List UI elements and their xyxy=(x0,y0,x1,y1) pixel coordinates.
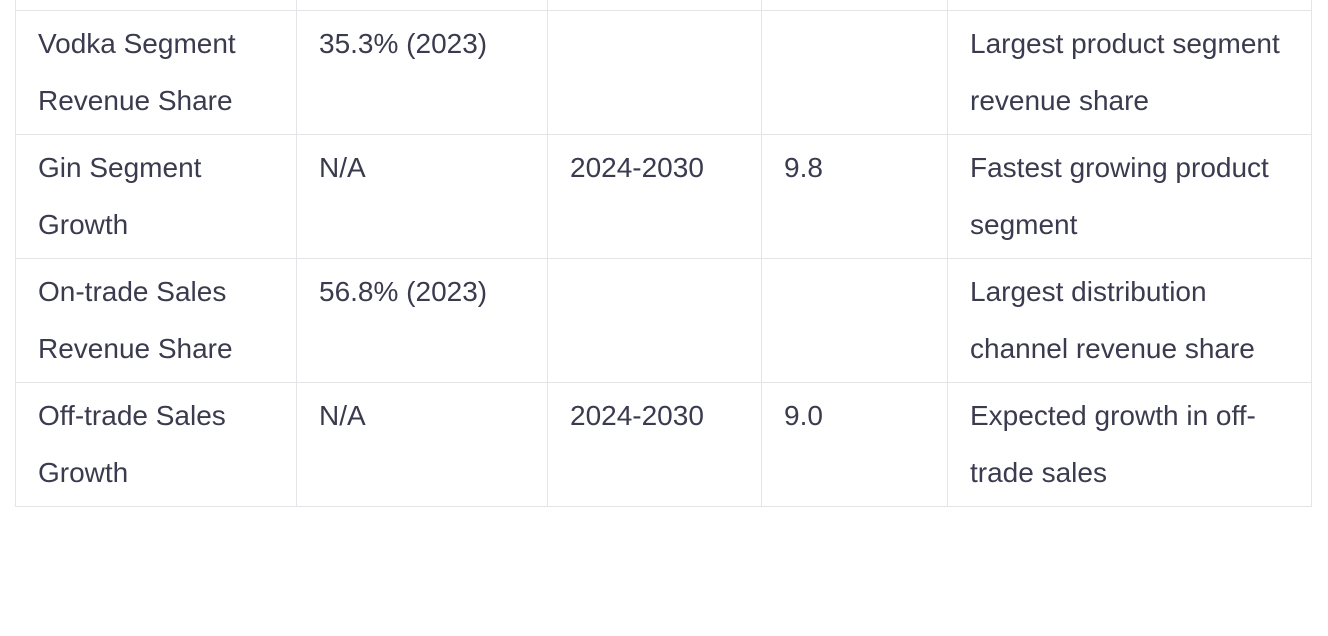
table-row xyxy=(15,0,1312,11)
table-cell: 35.3% (2023) xyxy=(296,10,548,135)
table-row: Vodka Segment Revenue Share 35.3% (2023) L… xyxy=(15,10,1312,135)
table-cell xyxy=(547,10,762,135)
table-cell xyxy=(761,10,948,135)
table-cell: 2024-2030 xyxy=(547,134,762,259)
data-table: Vodka Segment Revenue Share 35.3% (2023) L… xyxy=(15,0,1312,507)
table-cell: Gin Segment Growth xyxy=(15,134,297,259)
table-cell xyxy=(15,0,297,11)
table-cell xyxy=(296,0,548,11)
table-cell: On-trade Sales Revenue Share xyxy=(15,258,297,383)
table-cell: N/A xyxy=(296,134,548,259)
table-cell: 56.8% (2023) xyxy=(296,258,548,383)
table-cell: Off-trade Sales Growth xyxy=(15,382,297,507)
table-row: Off-trade Sales Growth N/A 2024-2030 9.0 Exp… xyxy=(15,382,1312,507)
table-cell: 2024-2030 xyxy=(547,382,762,507)
table-cell: Vodka Segment Revenue Share xyxy=(15,10,297,135)
table-cell xyxy=(761,0,948,11)
table-row: On-trade Sales Revenue Share 56.8% (2023)… xyxy=(15,258,1312,383)
table-cell xyxy=(947,0,1312,11)
table-cell xyxy=(547,258,762,383)
table-cell: N/A xyxy=(296,382,548,507)
table-cell: 9.8 xyxy=(761,134,948,259)
table-cell: Fastest growing product segment xyxy=(947,134,1312,259)
table-row: Gin Segment Growth N/A 2024-2030 9.8 Fastest… xyxy=(15,134,1312,259)
table-cell xyxy=(547,0,762,11)
table-cell: Largest product segment revenue share xyxy=(947,10,1312,135)
table-cell: 9.0 xyxy=(761,382,948,507)
table-cell: Largest distribution channel revenue sha… xyxy=(947,258,1312,383)
table-cell xyxy=(761,258,948,383)
table-cell: Expected growth in off-trade sales xyxy=(947,382,1312,507)
